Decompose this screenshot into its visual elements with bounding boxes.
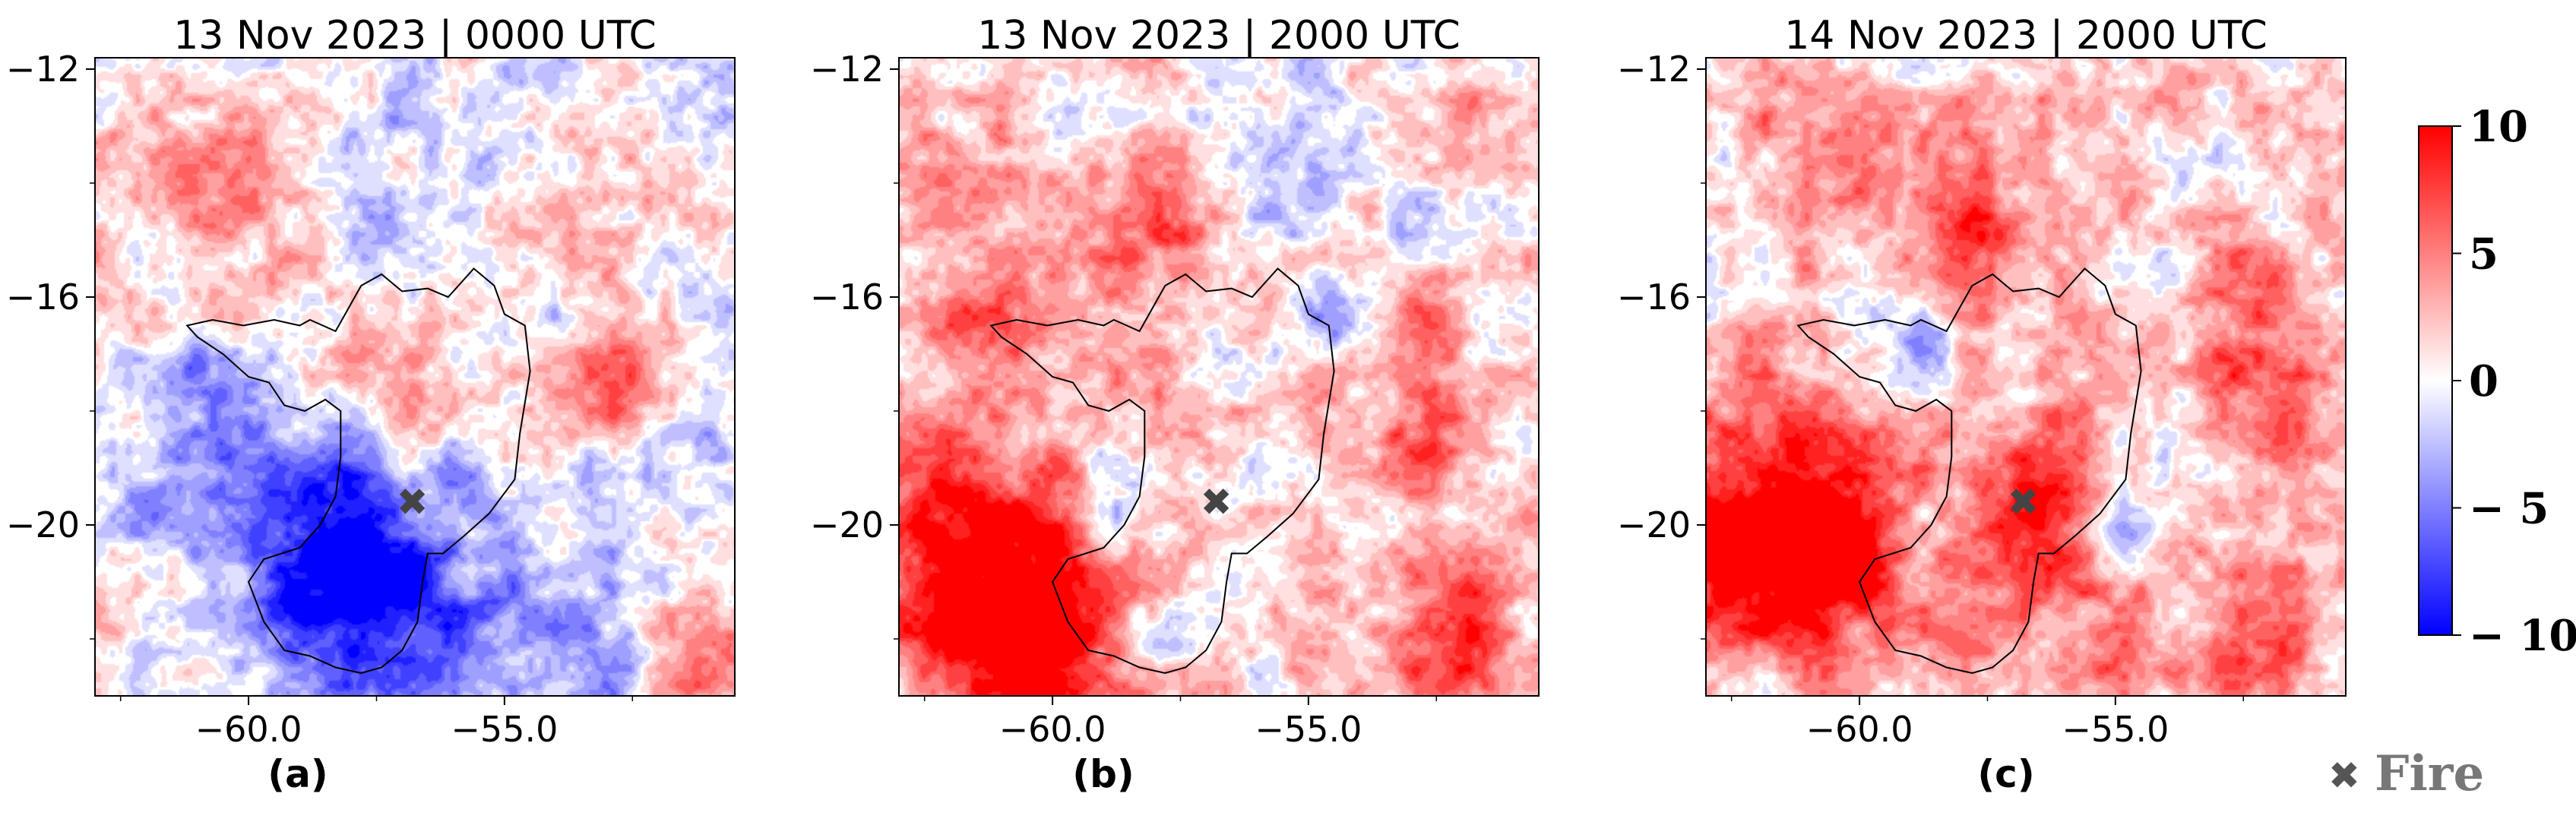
panel-a-overlay: ✖ bbox=[185, 267, 531, 675]
fire-marker-c: ✖ bbox=[2008, 480, 2040, 524]
fire-marker-b: ✖ bbox=[1201, 480, 1233, 524]
colorbar-tick-label: 10 bbox=[2469, 102, 2528, 152]
fire-marker-a: ✖ bbox=[397, 480, 429, 524]
panel-a-label: (a) bbox=[267, 752, 328, 796]
x-tick-label-c: −55.0 bbox=[2062, 709, 2169, 750]
panel-b-heatmap bbox=[899, 58, 1539, 696]
y-tick-label-c: −16 bbox=[1617, 277, 1691, 318]
panel-a: 13 Nov 2023 | 0000 UTC ✖ −60.0 −55.0 −12 −1… bbox=[6, 13, 736, 796]
colorbar-gradient bbox=[2418, 125, 2453, 636]
y-tick-label-b: −16 bbox=[810, 277, 884, 318]
panel-a-axes: −60.0 −55.0 −12 −16 −20 bbox=[6, 49, 634, 750]
colorbar-tick-label: − 5 bbox=[2469, 484, 2549, 534]
fire-legend: ✖ Fire bbox=[2328, 745, 2484, 802]
y-tick-label-a: −16 bbox=[6, 277, 80, 318]
y-tick-label-b: −20 bbox=[810, 504, 884, 545]
y-tick-label-a: −12 bbox=[6, 49, 80, 90]
panel-a-title: 13 Nov 2023 | 0000 UTC bbox=[173, 13, 657, 58]
panel-c-frame bbox=[1705, 57, 2347, 697]
panel-b-label: (b) bbox=[1072, 752, 1135, 796]
fire-legend-label: Fire bbox=[2375, 745, 2484, 802]
panel-c-heatmap bbox=[1706, 58, 2346, 696]
panel-b-overlay: ✖ bbox=[989, 267, 1335, 675]
x-tick-label-a: −60.0 bbox=[195, 709, 302, 750]
colorbar: 10 5 0 − 5 − 10 bbox=[2418, 102, 2576, 661]
boundary-outline-b bbox=[989, 267, 1335, 675]
panel-a-frame bbox=[94, 57, 736, 697]
y-tick-label-b: −12 bbox=[810, 49, 884, 90]
colorbar-tick-label: 0 bbox=[2469, 356, 2498, 406]
panel-c-label: (c) bbox=[1977, 752, 2034, 796]
y-tick-label-c: −12 bbox=[1617, 49, 1691, 90]
x-tick-label-b: −55.0 bbox=[1255, 709, 1362, 750]
panel-c-axes: −60.0 −55.0 −12 −16 −20 bbox=[1617, 49, 2245, 750]
y-tick-label-a: −20 bbox=[6, 504, 80, 545]
panel-b-axes: −60.0 −55.0 −12 −16 −20 bbox=[810, 49, 1438, 750]
panel-b-frame bbox=[898, 57, 1540, 697]
colorbar-ticks: 10 5 0 − 5 − 10 bbox=[2452, 102, 2576, 661]
colorbar-tick-label: − 10 bbox=[2469, 611, 2576, 661]
panel-a-heatmap bbox=[95, 58, 735, 696]
x-tick-label-c: −60.0 bbox=[1806, 709, 1913, 750]
panel-c-overlay: ✖ bbox=[1796, 267, 2142, 675]
fire-legend-marker: ✖ bbox=[2328, 754, 2360, 798]
panel-c-title: 14 Nov 2023 | 2000 UTC bbox=[1784, 13, 2267, 58]
y-tick-label-c: −20 bbox=[1617, 504, 1691, 545]
boundary-outline-a bbox=[185, 267, 531, 675]
panel-b: 13 Nov 2023 | 2000 UTC ✖ −60.0 −55.0 −12 −1… bbox=[810, 13, 1540, 796]
x-tick-label-a: −55.0 bbox=[451, 709, 558, 750]
panel-c: 14 Nov 2023 | 2000 UTC ✖ −60.0 −55.0 −12 −1… bbox=[1617, 13, 2347, 796]
x-tick-label-b: −60.0 bbox=[999, 709, 1106, 750]
boundary-outline-c bbox=[1796, 267, 2142, 675]
panel-b-title: 13 Nov 2023 | 2000 UTC bbox=[977, 13, 1460, 58]
colorbar-tick-label: 5 bbox=[2469, 229, 2498, 280]
